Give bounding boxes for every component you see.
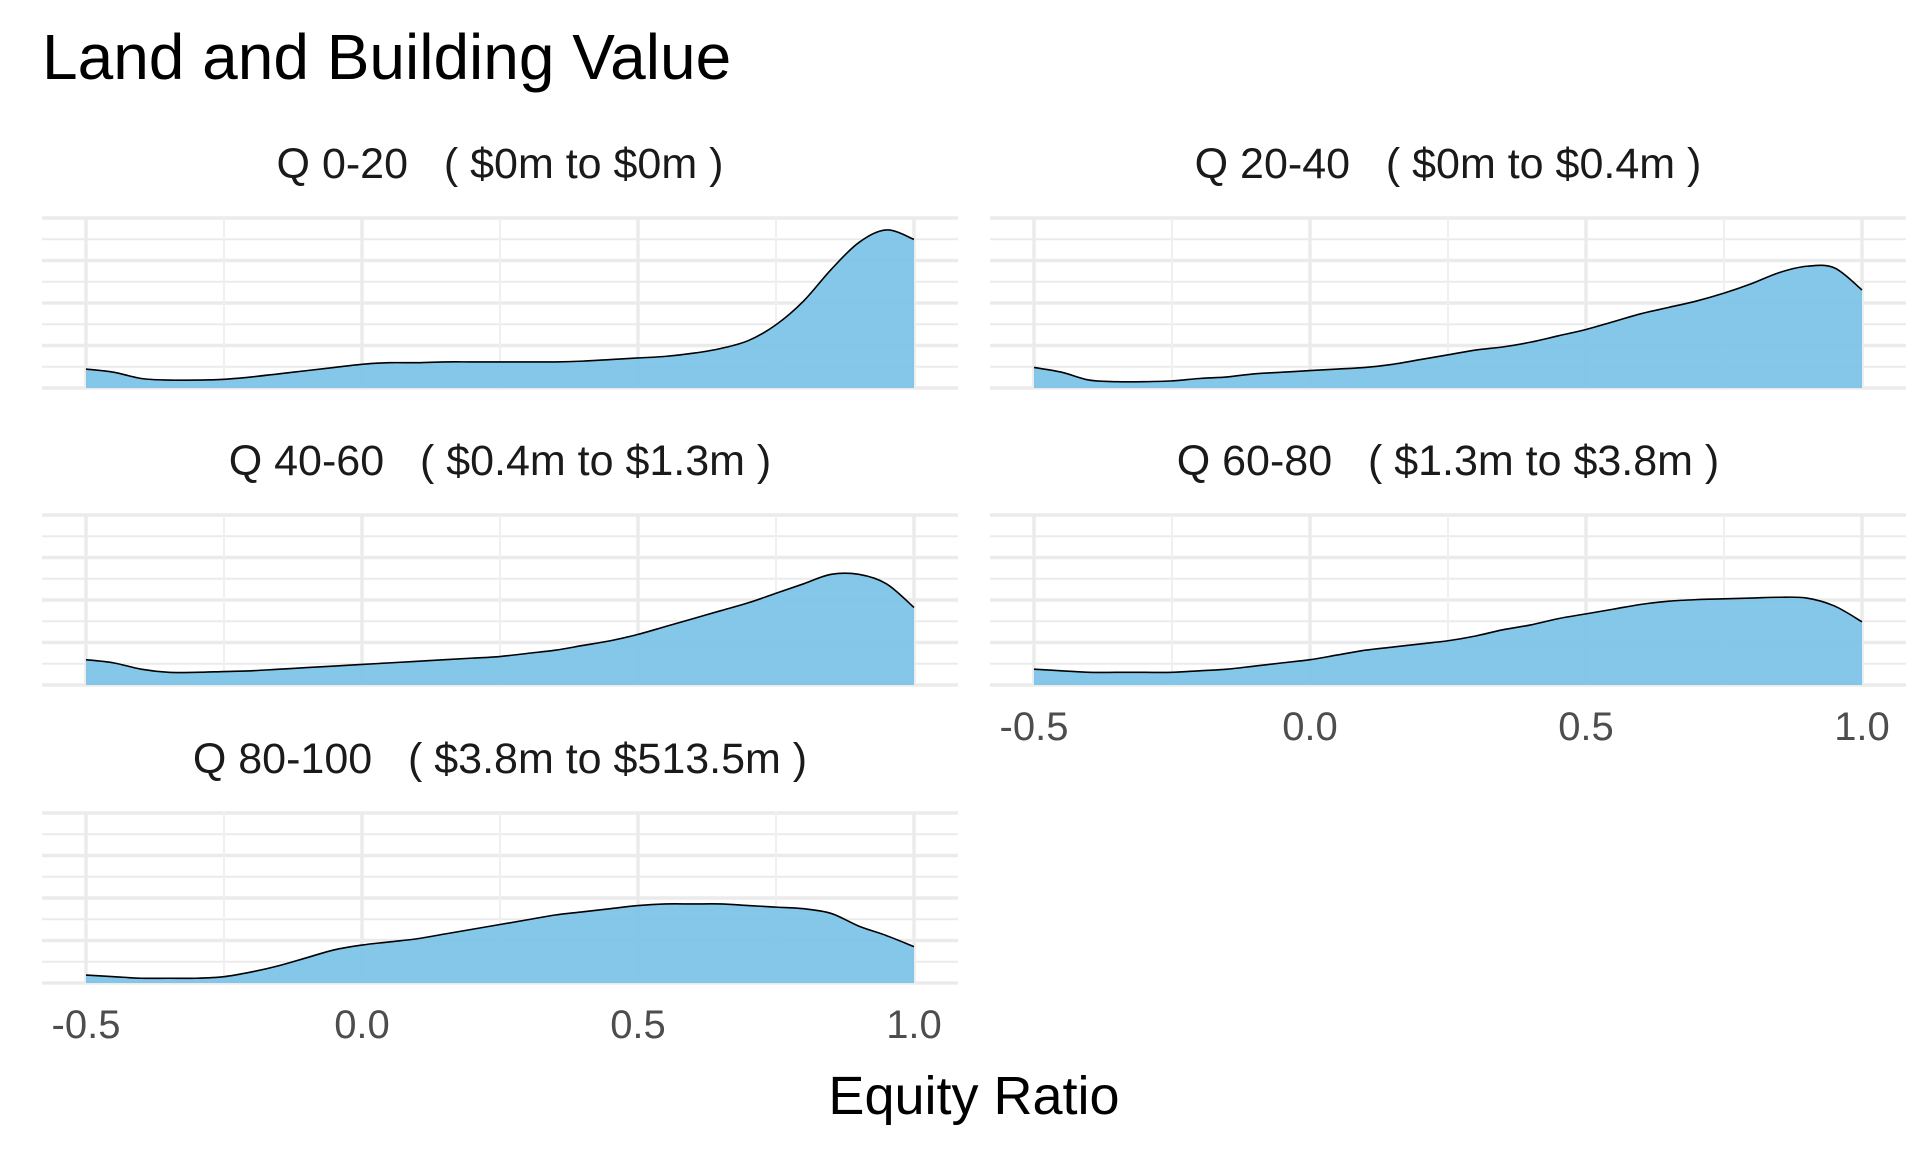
density-area xyxy=(1034,265,1862,388)
facet-title: Q 80-100 ( $3.8m to $513.5m ) xyxy=(193,735,807,783)
x-tick-label: -0.5 xyxy=(52,1003,121,1047)
x-tick-label: 1.0 xyxy=(1834,705,1890,749)
x-tick-label: 0.0 xyxy=(1282,705,1338,749)
facet-panel: Q 20-40 ( $0m to $0.4m ) xyxy=(990,140,1906,390)
density-line xyxy=(85,903,915,980)
facet-panel: Q 0-20 ( $0m to $0m ) xyxy=(42,140,958,390)
x-tick-label: 0.5 xyxy=(610,1003,666,1047)
density-line xyxy=(1033,264,1863,383)
density-line xyxy=(1033,596,1863,674)
facet-title: Q 40-60 ( $0.4m to $1.3m ) xyxy=(229,437,772,485)
facet-panels: Q 0-20 ( $0m to $0m ) Q 20-40 ( $0m to $0… xyxy=(42,140,1906,985)
x-tick-label: -0.5 xyxy=(1000,705,1069,749)
x-tick-label: 0.5 xyxy=(1558,705,1614,749)
x-tick-labels: -0.5 0.0 0.5 1.0 -0.5 0.0 0.5 1.0 xyxy=(52,705,1890,1047)
facet-title: Q 60-80 ( $1.3m to $3.8m ) xyxy=(1177,437,1720,485)
density-line xyxy=(85,572,915,674)
facet-panel: Q 60-80 ( $1.3m to $3.8m ) xyxy=(990,437,1906,687)
density-area xyxy=(86,573,914,685)
x-tick-label: 1.0 xyxy=(886,1003,942,1047)
facet-panel: Q 40-60 ( $0.4m to $1.3m ) xyxy=(42,437,958,687)
density-area xyxy=(86,903,914,983)
density-line xyxy=(85,229,915,382)
density-area xyxy=(86,229,914,388)
x-tick-label: 0.0 xyxy=(334,1003,390,1047)
facet-title: Q 0-20 ( $0m to $0m ) xyxy=(277,140,724,188)
facet-panel: Q 80-100 ( $3.8m to $513.5m ) xyxy=(42,735,958,985)
x-axis-title: Equity Ratio xyxy=(828,1066,1119,1126)
facet-title: Q 20-40 ( $0m to $0.4m ) xyxy=(1195,140,1702,188)
chart-title: Land and Building Value xyxy=(42,21,731,93)
